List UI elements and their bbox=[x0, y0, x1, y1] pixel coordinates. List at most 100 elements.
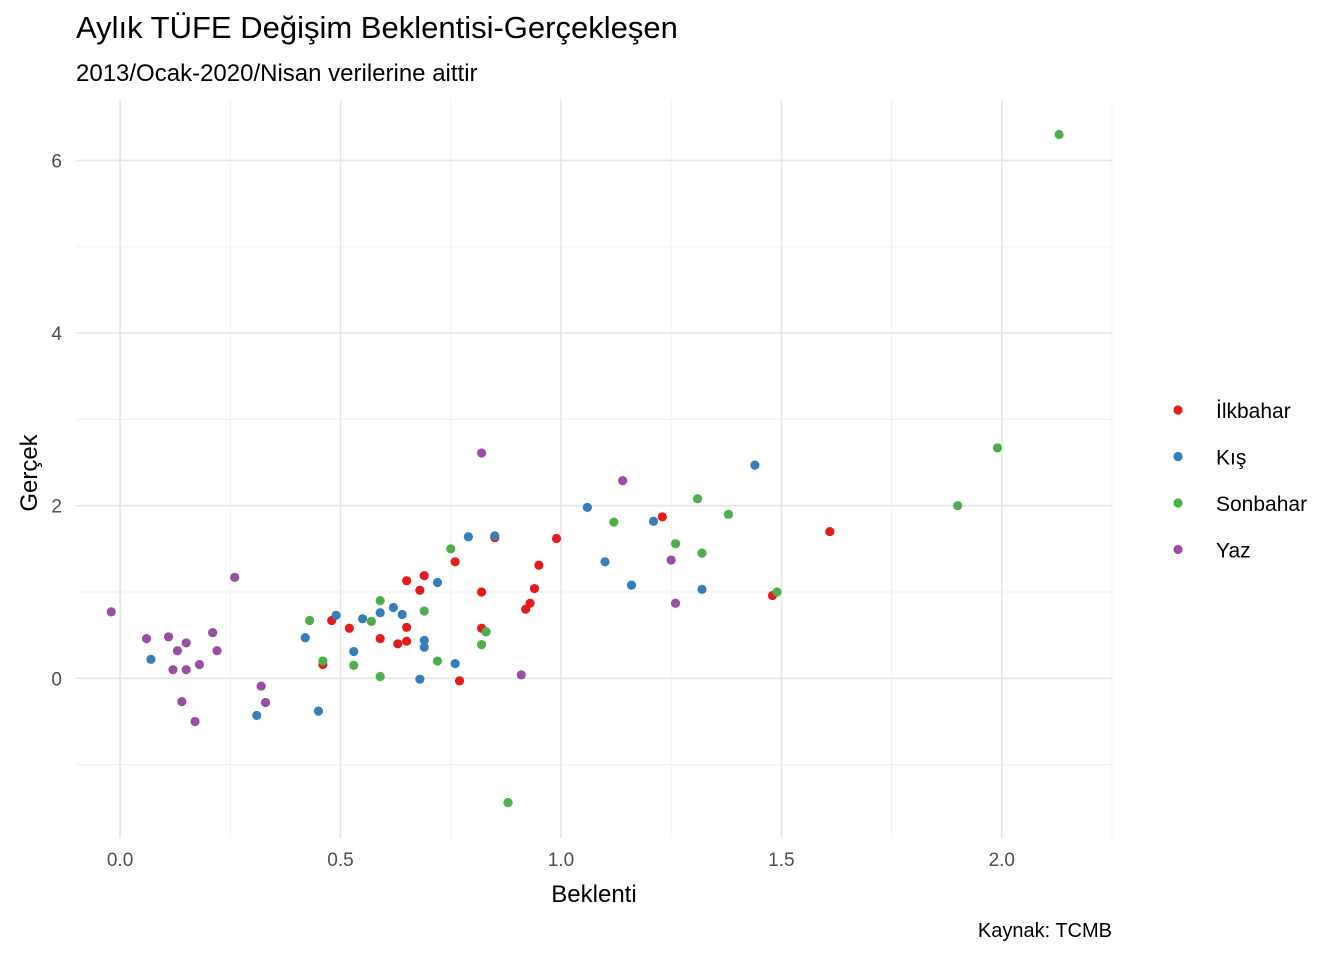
legend: İlkbahar Kış Sonbahar Yaz bbox=[1173, 400, 1307, 563]
data-point bbox=[344, 623, 354, 633]
data-point bbox=[397, 609, 407, 620]
legend-key bbox=[1173, 544, 1183, 555]
x-tick-label: 1.0 bbox=[548, 850, 574, 871]
data-point bbox=[260, 697, 271, 708]
x-axis-ticks: 0.0 0.5 1.0 1.5 2.0 bbox=[107, 850, 1015, 871]
data-point bbox=[393, 639, 403, 649]
data-point bbox=[525, 598, 535, 608]
chart-title: Aylık TÜFE Değişim Beklentisi-Gerçekleşe… bbox=[76, 10, 678, 45]
data-point bbox=[454, 676, 465, 686]
data-point bbox=[666, 555, 676, 565]
data-point bbox=[432, 656, 443, 666]
data-point bbox=[415, 674, 425, 684]
data-point bbox=[106, 607, 116, 617]
y-axis-title: Gerçek bbox=[16, 433, 43, 511]
data-point bbox=[463, 532, 473, 542]
chart-subtitle: 2013/Ocak-2020/Nisan verilerine aittir bbox=[76, 60, 478, 87]
data-point bbox=[419, 642, 429, 652]
legend-label: Kış bbox=[1216, 447, 1246, 470]
data-point bbox=[402, 576, 412, 586]
data-point bbox=[657, 512, 667, 522]
x-tick-label: 0.5 bbox=[327, 850, 353, 871]
data-point bbox=[305, 615, 315, 626]
data-point bbox=[503, 798, 513, 808]
legend-key bbox=[1173, 498, 1183, 508]
y-axis-ticks: 0 2 4 6 bbox=[51, 151, 62, 690]
data-point bbox=[300, 633, 310, 643]
data-point bbox=[697, 548, 707, 558]
data-point bbox=[208, 627, 218, 638]
data-point bbox=[516, 670, 526, 680]
data-point bbox=[163, 632, 174, 642]
data-point bbox=[181, 665, 191, 675]
grid-lines bbox=[76, 100, 1113, 838]
data-point bbox=[1054, 129, 1064, 140]
x-tick-label: 0.0 bbox=[107, 850, 133, 871]
data-point bbox=[375, 634, 385, 644]
data-point bbox=[618, 476, 628, 486]
data-point bbox=[648, 516, 659, 526]
data-point bbox=[172, 646, 182, 656]
data-point bbox=[168, 665, 178, 675]
data-point bbox=[419, 606, 429, 616]
data-point bbox=[349, 646, 359, 657]
data-point bbox=[402, 622, 412, 632]
data-point bbox=[318, 656, 328, 666]
data-point bbox=[141, 634, 152, 644]
data-point bbox=[256, 681, 266, 691]
data-point bbox=[476, 640, 487, 650]
legend-key bbox=[1173, 451, 1183, 462]
data-point bbox=[419, 635, 429, 645]
data-point bbox=[670, 598, 681, 608]
data-point bbox=[375, 608, 385, 618]
data-point bbox=[551, 533, 562, 544]
data-point bbox=[212, 646, 222, 656]
chart-caption: Kaynak: TCMB bbox=[977, 920, 1112, 942]
data-point bbox=[772, 587, 782, 597]
data-point bbox=[331, 610, 341, 620]
data-points bbox=[106, 129, 1064, 808]
data-point bbox=[609, 517, 619, 527]
data-point bbox=[194, 659, 205, 670]
data-point bbox=[181, 638, 191, 648]
data-point bbox=[529, 583, 540, 594]
data-point bbox=[723, 509, 734, 519]
data-point bbox=[450, 659, 460, 669]
data-point bbox=[402, 636, 412, 646]
y-tick-label: 4 bbox=[51, 324, 62, 345]
data-point bbox=[313, 706, 324, 716]
data-point bbox=[825, 526, 835, 537]
data-point bbox=[697, 584, 707, 595]
x-tick-label: 2.0 bbox=[989, 850, 1015, 871]
data-point bbox=[450, 557, 460, 567]
data-point bbox=[419, 571, 429, 581]
data-point bbox=[626, 580, 637, 590]
x-tick-label: 1.5 bbox=[768, 850, 794, 871]
legend-key bbox=[1173, 405, 1183, 415]
data-point bbox=[432, 577, 443, 588]
y-tick-label: 6 bbox=[51, 151, 62, 172]
data-point bbox=[357, 614, 368, 624]
data-point bbox=[366, 616, 376, 626]
data-point bbox=[582, 502, 592, 513]
data-point bbox=[146, 654, 156, 664]
data-point bbox=[670, 539, 681, 549]
legend-label: Yaz bbox=[1216, 540, 1251, 563]
data-point bbox=[534, 560, 544, 570]
data-point bbox=[953, 501, 963, 511]
legend-label: Sonbahar bbox=[1216, 493, 1307, 516]
data-point bbox=[490, 531, 500, 541]
data-point bbox=[600, 557, 610, 567]
data-point bbox=[446, 544, 456, 554]
legend-label: İlkbahar bbox=[1216, 400, 1291, 423]
data-point bbox=[476, 587, 487, 597]
data-point bbox=[992, 443, 1002, 453]
data-point bbox=[375, 671, 385, 682]
x-axis-title: Beklenti bbox=[551, 881, 636, 908]
y-tick-label: 2 bbox=[51, 497, 62, 518]
data-point bbox=[476, 448, 487, 458]
data-point bbox=[481, 627, 491, 637]
data-point bbox=[230, 572, 240, 582]
data-point bbox=[252, 710, 262, 721]
